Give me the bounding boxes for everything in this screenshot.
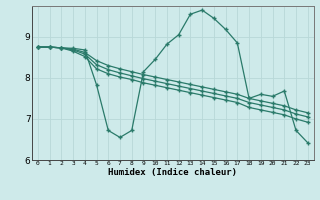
X-axis label: Humidex (Indice chaleur): Humidex (Indice chaleur)	[108, 168, 237, 177]
